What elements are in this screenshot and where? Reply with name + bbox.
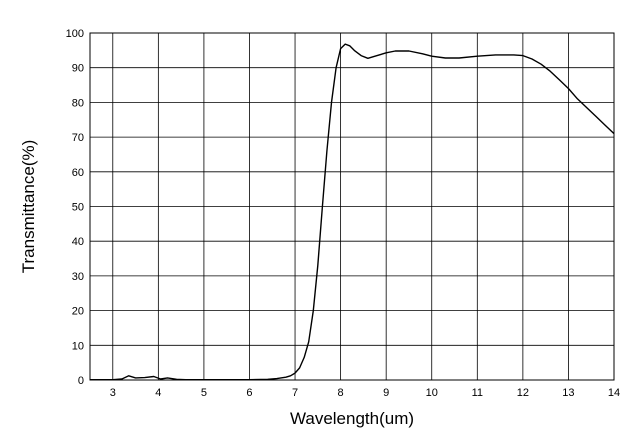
transmittance-curve: [90, 43, 615, 381]
grid-lines: [90, 33, 614, 380]
y-tick-label: 10: [72, 340, 84, 352]
y-tick-label: 20: [72, 306, 84, 318]
y-tick-label: 40: [72, 236, 84, 248]
y-axis-title: Transmittance(%): [19, 140, 38, 274]
x-tick-label: 9: [383, 387, 389, 399]
x-axis-title: Wavelength(um): [290, 409, 414, 428]
x-tick-label: 3: [110, 387, 116, 399]
y-tick-labels: 0 10 20 30 40 50 60 70 80 90 100: [66, 28, 84, 387]
x-tick-label: 11: [472, 387, 483, 399]
y-tick-label: 0: [78, 375, 84, 387]
x-tick-label: 4: [155, 387, 161, 399]
y-tick-label: 90: [72, 63, 84, 75]
y-tick-label: 50: [72, 202, 84, 214]
plot-frame: [89, 32, 615, 381]
y-tick-label: 30: [72, 271, 84, 283]
x-tick-label: 6: [246, 387, 252, 399]
x-tick-labels: 3 4 5 6 7 8 9 10 11 12 13 14: [110, 387, 620, 399]
y-tick-label: 60: [72, 167, 84, 179]
y-tick-label: 70: [72, 132, 84, 144]
y-tick-label: 100: [66, 28, 84, 40]
x-tick-label: 8: [338, 387, 344, 399]
y-tick-label: 80: [72, 97, 84, 109]
x-tick-label: 13: [562, 387, 574, 399]
x-tick-label: 10: [426, 387, 438, 399]
x-tick-label: 14: [608, 387, 620, 399]
x-tick-label: 12: [517, 387, 529, 399]
x-tick-label: 5: [201, 387, 207, 399]
x-tick-label: 7: [292, 387, 298, 399]
